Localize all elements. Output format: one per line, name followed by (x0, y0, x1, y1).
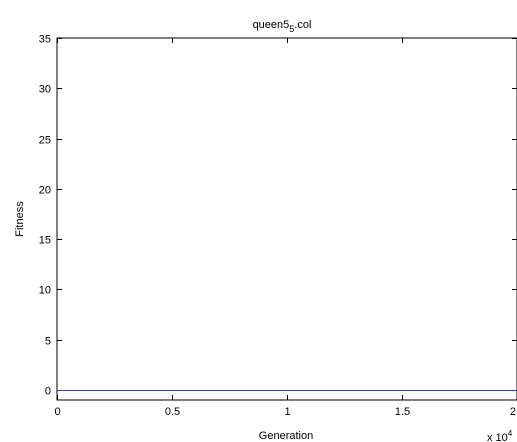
chart-title: queen55.col (253, 19, 312, 34)
x-tick-label: 1 (284, 406, 290, 418)
y-tick-label: 10 (39, 285, 51, 297)
chart-title-subscript: 5 (289, 24, 294, 34)
plot-area: 0 5 10 15 20 25 30 35 0 0.5 1 1.5 2 (39, 34, 517, 418)
x-axis-multiplier: x 104 (487, 429, 513, 442)
x-tick-label: 2 (510, 406, 516, 418)
x-axis-label: Generation (259, 430, 313, 442)
y-tick-label: 25 (39, 135, 51, 147)
y-tick-label: 20 (39, 185, 51, 197)
x-axis-multiplier-base: x 10 (487, 432, 508, 442)
y-tick-label: 30 (39, 84, 51, 96)
y-tick-label: 0 (45, 386, 51, 398)
y-tick-label: 35 (39, 34, 51, 46)
chart-title-main: queen5 (253, 19, 290, 31)
x-tick-label: 1.5 (395, 406, 410, 418)
y-axis-label: Fitness (14, 201, 26, 237)
chart-title-suffix: .col (294, 19, 311, 31)
axes-box (56, 37, 517, 401)
x-tick-label: 0 (54, 406, 60, 418)
y-tick-label: 5 (45, 336, 51, 348)
x-axis-multiplier-exponent: 4 (508, 429, 513, 438)
y-tick-label: 15 (39, 235, 51, 247)
x-tick-label: 0.5 (165, 406, 180, 418)
